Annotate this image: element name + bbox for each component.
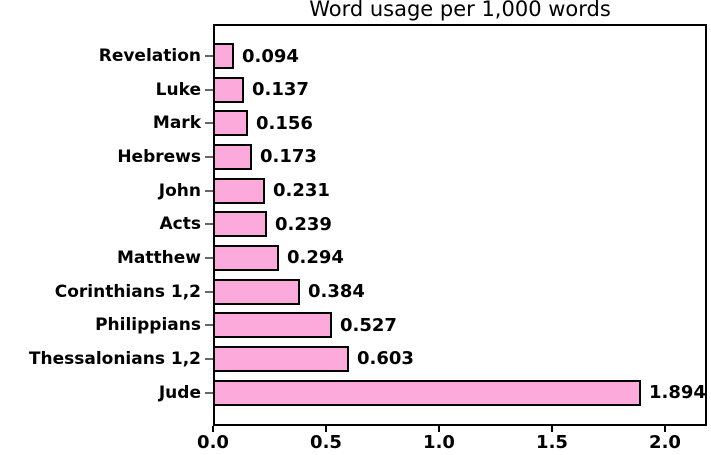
bar-value-label: 0.294 xyxy=(287,247,344,269)
category-label: Jude xyxy=(158,382,201,403)
y-axis-tick xyxy=(205,324,213,327)
category-label: Revelation xyxy=(98,46,201,66)
y-axis-tick xyxy=(205,122,213,125)
bar xyxy=(213,278,300,305)
chart-title: Word usage per 1,000 words xyxy=(309,0,611,21)
x-axis-tick xyxy=(664,426,666,432)
bar-value-label: 0.156 xyxy=(256,112,313,134)
y-axis-tick xyxy=(205,290,213,293)
x-axis-tick xyxy=(438,426,440,432)
bar-value-label: 0.231 xyxy=(273,180,330,202)
x-axis-tick-label: 2.0 xyxy=(649,432,681,453)
x-axis-tick xyxy=(212,426,214,432)
y-axis-tick xyxy=(205,88,213,91)
y-axis-tick xyxy=(205,189,213,192)
y-axis-tick xyxy=(205,357,213,360)
category-label: Acts xyxy=(159,214,201,235)
bar-value-label: 0.239 xyxy=(275,213,332,235)
bar-value-label: 0.384 xyxy=(308,281,365,303)
category-label: Matthew xyxy=(117,247,201,268)
bar xyxy=(213,43,234,69)
bar-value-label: 1.894 xyxy=(649,382,706,403)
x-axis-tick xyxy=(325,426,327,432)
y-axis-tick xyxy=(205,256,213,259)
x-axis-tick xyxy=(551,426,553,432)
bar xyxy=(213,143,252,170)
bar xyxy=(213,177,265,204)
category-label: Hebrews xyxy=(117,146,201,167)
bar xyxy=(213,110,248,137)
bar-value-label: 0.094 xyxy=(242,45,299,67)
bar-value-label: 0.603 xyxy=(357,348,414,370)
bar-value-label: 0.173 xyxy=(260,146,317,168)
x-axis-tick-label: 0.0 xyxy=(197,432,229,453)
category-label: Luke xyxy=(155,79,201,100)
bar-value-label: 0.137 xyxy=(252,79,309,101)
bar xyxy=(213,76,244,103)
bar xyxy=(213,244,279,271)
category-label: Mark xyxy=(152,113,201,134)
x-axis-tick-label: 1.0 xyxy=(423,432,455,453)
y-axis-tick xyxy=(205,391,213,394)
category-label: John xyxy=(158,180,201,201)
x-axis-tick-label: 0.5 xyxy=(310,432,342,453)
category-label: Thessalonians 1,2 xyxy=(28,348,201,369)
bar-value-label: 0.527 xyxy=(340,314,397,336)
y-axis-tick xyxy=(205,223,213,226)
y-axis-tick xyxy=(205,155,213,158)
bar xyxy=(213,312,332,339)
bar xyxy=(213,211,267,238)
x-axis-tick-label: 1.5 xyxy=(536,432,568,453)
category-label: Corinthians 1,2 xyxy=(54,281,201,302)
bar xyxy=(213,345,349,372)
category-label: Philippians xyxy=(95,315,201,336)
bar xyxy=(213,379,641,406)
y-axis-tick xyxy=(205,55,213,57)
